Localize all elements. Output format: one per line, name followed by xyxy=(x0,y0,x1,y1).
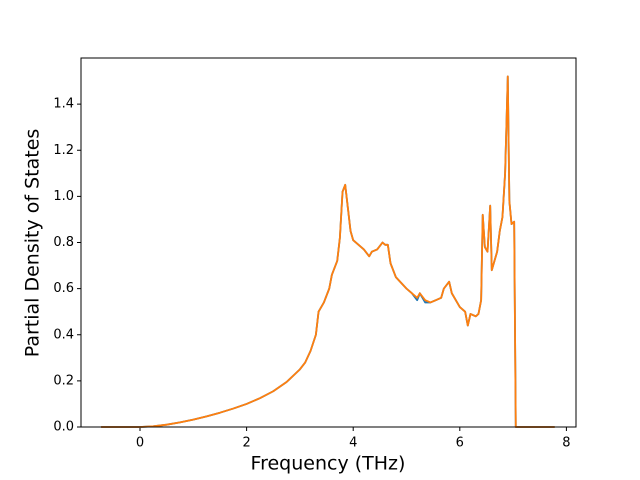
y-axis-label: Partial Density of States xyxy=(22,129,44,358)
y-tick-label: 0.0 xyxy=(53,420,74,435)
x-axis-label: Frequency (THz) xyxy=(251,453,406,475)
plot-frame xyxy=(80,57,577,428)
y-tick-label: 1.4 xyxy=(53,97,74,112)
x-tick-label: 6 xyxy=(456,436,464,451)
y-tick-label: 0.8 xyxy=(53,235,74,250)
y-tick-label: 1.0 xyxy=(53,189,74,204)
x-tick-label: 4 xyxy=(349,436,357,451)
x-tick-label: 8 xyxy=(562,436,570,451)
y-tick-label: 0.4 xyxy=(53,327,74,342)
y-tick-label: 0.6 xyxy=(53,281,74,296)
x-tick-label: 2 xyxy=(242,436,250,451)
x-tick-label: 0 xyxy=(136,436,144,451)
y-tick-label: 0.2 xyxy=(53,373,74,388)
line-series xyxy=(101,75,555,428)
y-tick-label: 1.2 xyxy=(53,143,74,158)
